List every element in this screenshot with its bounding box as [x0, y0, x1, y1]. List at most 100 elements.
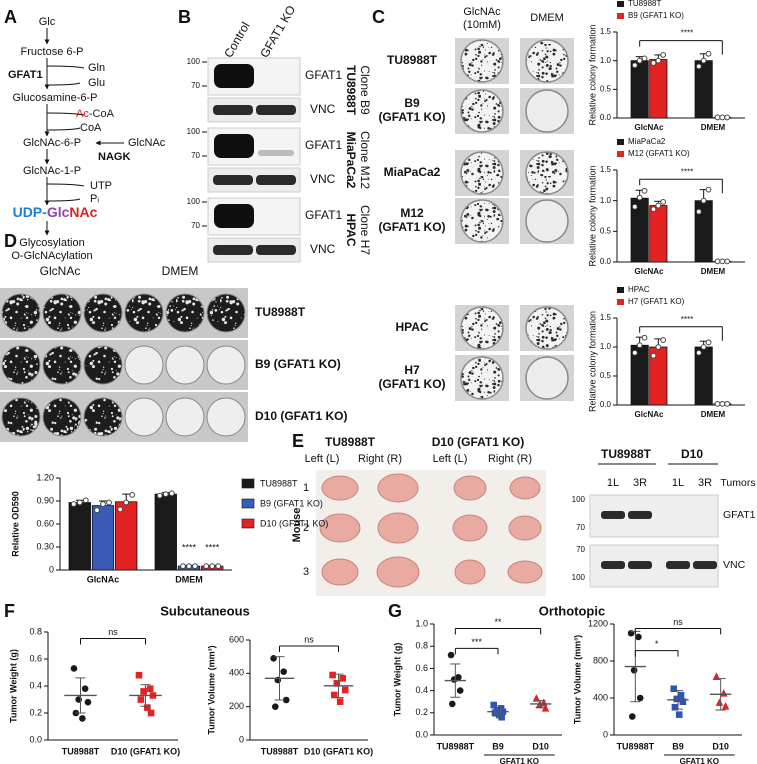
well	[165, 293, 205, 333]
row-label: B9	[404, 96, 420, 110]
well	[165, 397, 205, 437]
band	[666, 561, 690, 569]
colony-plate	[460, 199, 504, 243]
tumor	[376, 556, 420, 588]
pathway-label: CoA	[80, 122, 102, 134]
pathway-part: Glc	[47, 204, 70, 220]
legend-label: TU8988T	[260, 478, 298, 488]
y-tick-label: 1.0	[600, 56, 612, 65]
panel-label: E	[292, 431, 304, 451]
data-point	[94, 507, 100, 514]
data-point	[677, 691, 685, 699]
data-point	[715, 698, 724, 706]
legend-swatch	[617, 287, 624, 293]
data-point	[705, 186, 712, 193]
data-point	[84, 698, 92, 706]
pathway-part: -CoA	[89, 108, 115, 120]
pathway-part: Ac	[76, 108, 89, 120]
bar	[154, 493, 177, 571]
section-title: Subcutaneous	[160, 603, 250, 618]
row-label: TU8988T	[255, 305, 306, 319]
bar	[694, 346, 713, 406]
marker-label: 70	[576, 523, 585, 532]
significance: ****	[182, 542, 197, 552]
data-point	[695, 208, 702, 215]
data-point	[203, 563, 210, 570]
data-point	[180, 563, 186, 570]
group-label: GFAT1 KO	[500, 757, 539, 764]
legend-swatch	[241, 478, 255, 489]
data-point	[137, 696, 145, 703]
data-point	[76, 499, 83, 506]
bar	[649, 205, 668, 263]
y-tick-label: 0.5	[600, 84, 612, 93]
group-label: D10 (GFAT1 KO)	[432, 435, 524, 449]
data-point	[700, 344, 707, 350]
legend-swatch	[617, 139, 624, 145]
y-tick-label: 0.0	[29, 734, 42, 744]
data-point	[215, 563, 222, 570]
data-point	[641, 187, 648, 194]
legend-swatch	[617, 1, 624, 7]
bar	[68, 502, 91, 571]
data-point	[675, 711, 683, 718]
well	[83, 293, 123, 333]
significance: ns	[673, 617, 683, 627]
data-point	[714, 258, 721, 265]
mouse-label: 3	[303, 566, 309, 578]
row-label: HPAC	[395, 320, 428, 334]
data-point	[650, 206, 657, 213]
tumor	[321, 475, 359, 501]
significance: **	[494, 617, 502, 627]
data-point	[671, 703, 679, 711]
column-label: (10mM)	[463, 19, 501, 31]
row-label: D10 (GFAT1 KO)	[255, 409, 347, 423]
pathway-label: O-GlcNAcylation	[11, 250, 92, 262]
x-tick-label: B9	[492, 741, 504, 751]
data-point	[117, 506, 124, 513]
data-point	[339, 675, 347, 682]
lane-label: 1L	[672, 477, 684, 489]
y-tick-label: 0.6	[415, 663, 428, 673]
y-tick-label: 400	[593, 692, 608, 702]
band	[214, 204, 254, 228]
data-point	[724, 114, 731, 121]
well	[42, 293, 82, 333]
pathway-part: UDP-	[13, 204, 48, 220]
data-point	[719, 400, 726, 407]
x-tick-label: GlcNAc	[87, 574, 120, 584]
y-tick-label: 1.20	[36, 472, 54, 482]
band	[601, 511, 625, 519]
group-label: D10	[681, 447, 703, 461]
clone: Clone H7	[358, 205, 372, 255]
y-tick-label: 0.4	[29, 680, 42, 690]
bar	[115, 501, 138, 571]
colony-plate	[525, 39, 569, 83]
row-label: H7	[404, 363, 420, 377]
y-tick-label: 1.5	[600, 165, 612, 174]
y-tick-label: 0	[603, 729, 608, 739]
y-axis-label: Tumor Weight (g)	[8, 649, 18, 723]
cell-line: MiaPaCa2	[344, 132, 358, 189]
x-tick-label: D10	[712, 741, 729, 751]
data-point	[695, 63, 702, 70]
data-point	[282, 696, 290, 704]
lane-label: 1L	[607, 477, 619, 489]
cell-line: HPAC	[344, 213, 358, 246]
tumor	[377, 473, 419, 503]
band	[256, 245, 296, 255]
x-tick-label: TU8988T	[437, 741, 475, 751]
x-tick-label: D10 (GFAT1 KO)	[111, 746, 180, 756]
cell-line: TU8988T	[344, 65, 358, 116]
y-tick-label: 0.4	[415, 685, 428, 695]
well	[165, 345, 205, 385]
data-point	[341, 686, 349, 694]
data-point	[705, 339, 712, 346]
x-tick-label: D10 (GFAT1 KO)	[304, 746, 373, 756]
data-point	[156, 492, 163, 499]
pathway-label: Pᵢ	[90, 193, 99, 205]
legend-label: M12 (GFAT1 KO)	[628, 149, 690, 158]
bar	[630, 60, 649, 119]
pathway-part: NAc	[69, 204, 97, 220]
y-tick-label: 0.0	[600, 400, 612, 409]
